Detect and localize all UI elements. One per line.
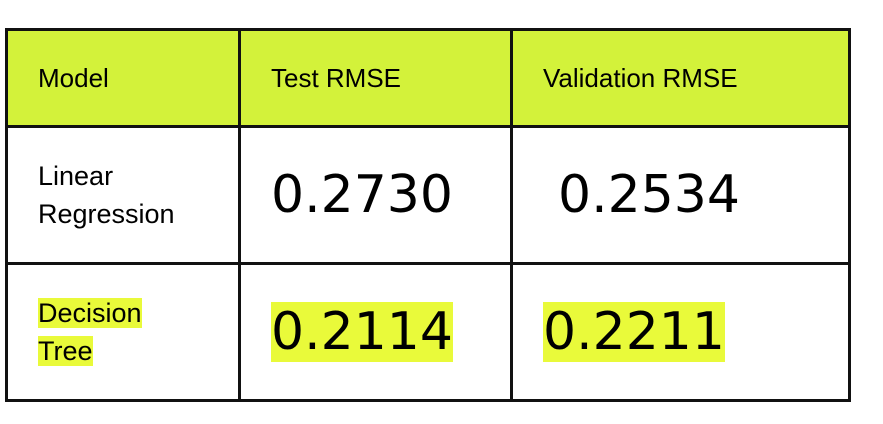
- value: 0.2730: [271, 165, 453, 225]
- model-cell: Linear Regression: [5, 125, 241, 265]
- model-name: Linear Regression: [38, 161, 175, 229]
- value: 0.2534: [558, 165, 740, 225]
- value-cell: 0.2534: [510, 125, 851, 265]
- value-cell: 0.2114: [238, 262, 513, 402]
- value: 0.2211: [543, 302, 725, 362]
- value: 0.2114: [271, 302, 453, 362]
- header-row: Model Test RMSE Validation RMSE: [5, 28, 851, 128]
- value-cell: 0.2211: [510, 262, 851, 402]
- row: Decision Tree 0.2114 0.2211: [5, 262, 851, 402]
- model-name: Decision Tree: [38, 298, 142, 366]
- results-table: Model Test RMSE Validation RMSE Linear R…: [5, 28, 851, 402]
- header-cell: Model: [5, 28, 241, 128]
- model-cell: Decision Tree: [5, 262, 241, 402]
- header-cell: Test RMSE: [238, 28, 513, 128]
- row: Linear Regression 0.2730 0.2534: [5, 125, 851, 265]
- header-cell: Validation RMSE: [510, 28, 851, 128]
- value-cell: 0.2730: [238, 125, 513, 265]
